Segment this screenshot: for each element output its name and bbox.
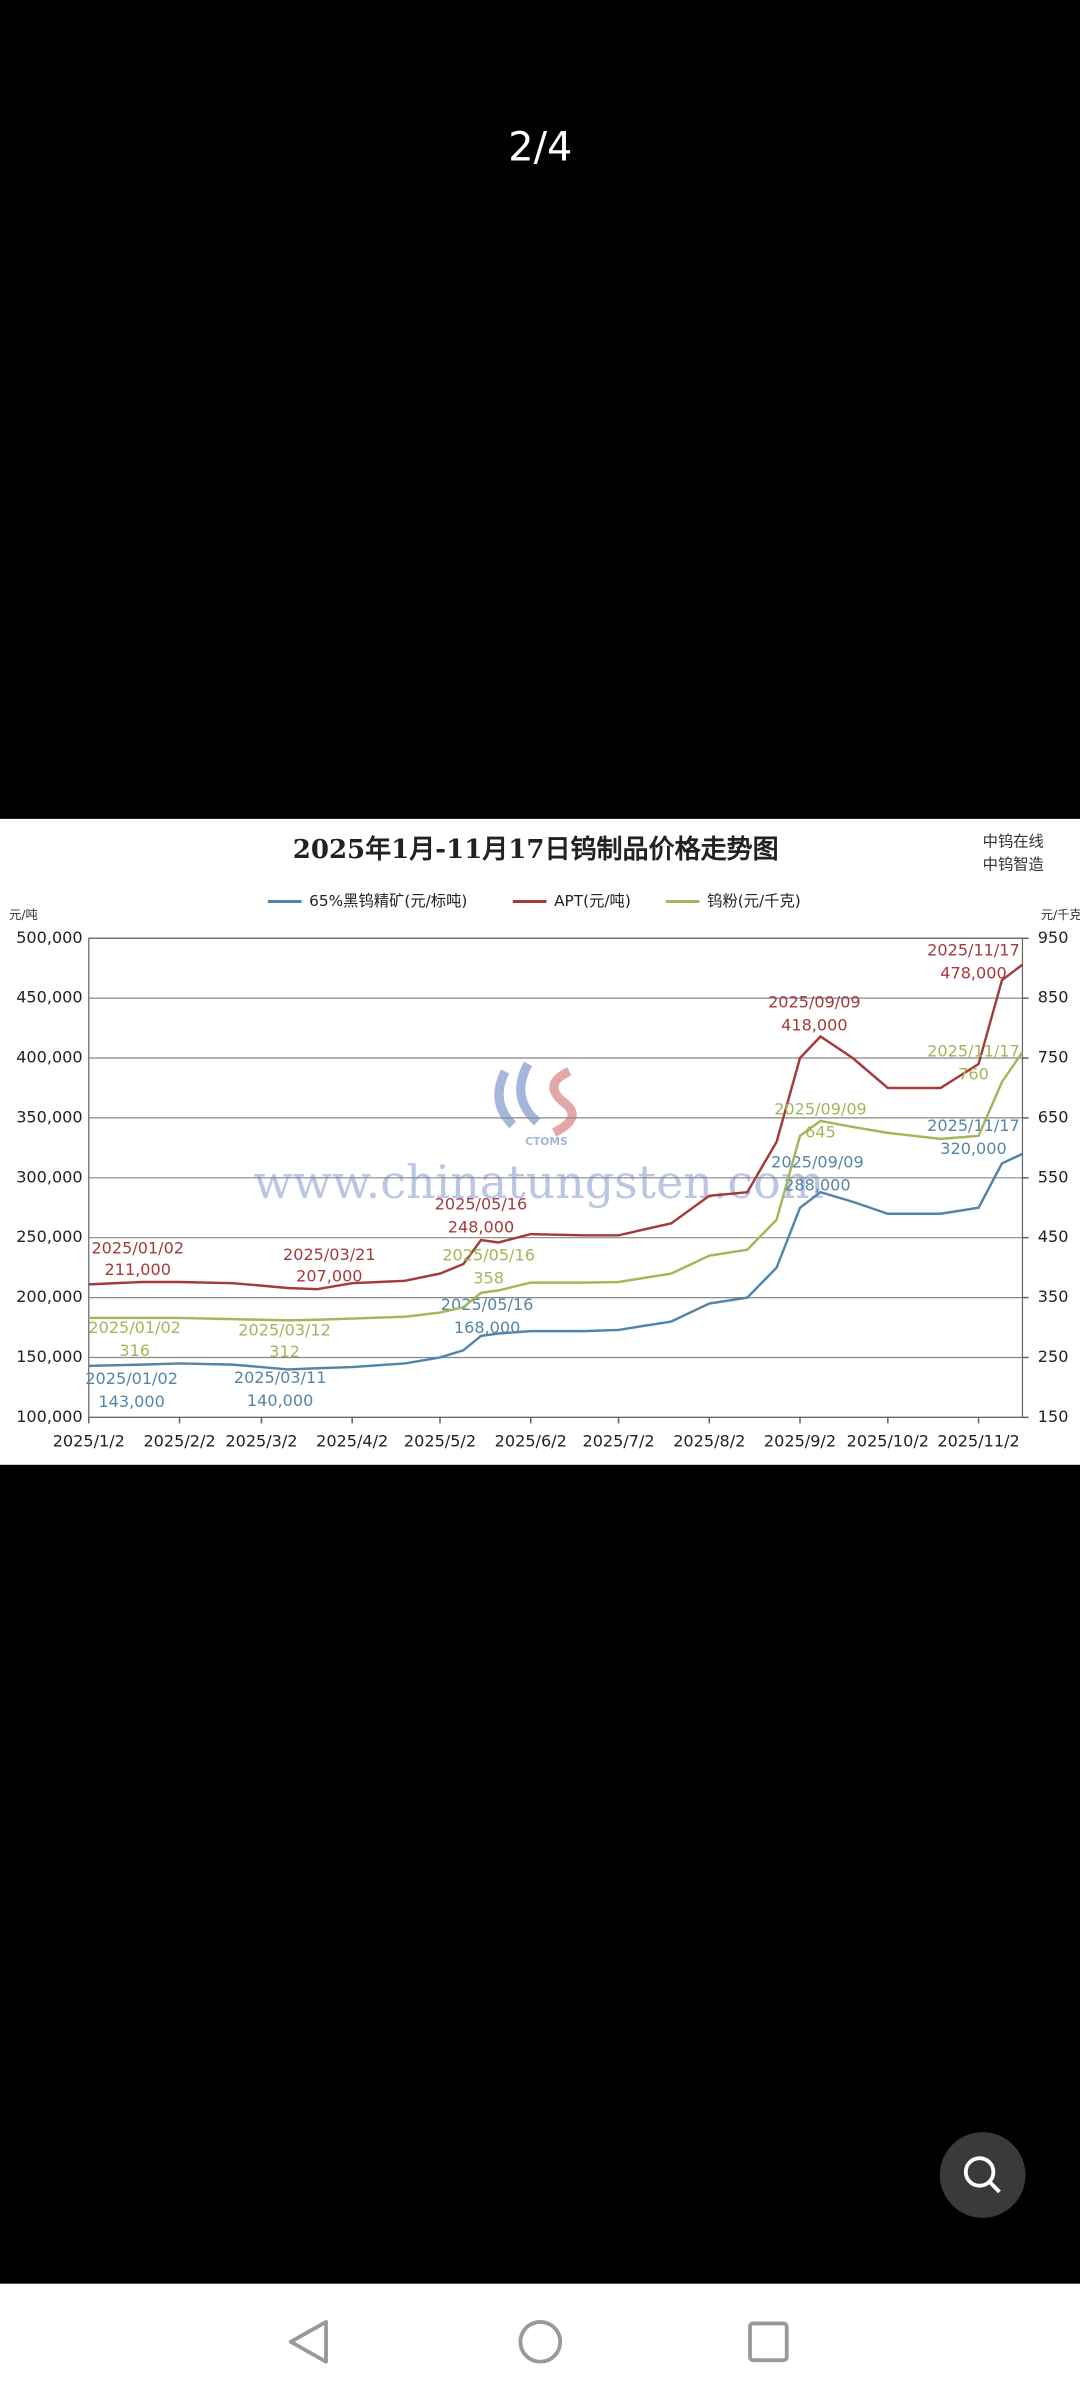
- x-tick-label: 2025/7/2: [582, 1431, 654, 1450]
- x-tick-label: 2025/2/2: [143, 1431, 215, 1450]
- legend-label: 65%黑钨精矿(元/标吨): [309, 892, 467, 910]
- annotation-date: 2025/01/02: [88, 1318, 181, 1337]
- x-tick-label: 2025/11/2: [937, 1431, 1019, 1450]
- annotation-value: 312: [269, 1342, 300, 1361]
- annotation-value: 168,000: [454, 1318, 520, 1337]
- y2-tick-label: 550: [1038, 1167, 1069, 1186]
- y-tick-label: 150,000: [16, 1347, 82, 1366]
- annotation-date: 2025/05/16: [442, 1246, 535, 1265]
- search-icon: [988, 2181, 1001, 2194]
- annotation-value: 143,000: [98, 1392, 164, 1411]
- brand: 中钨智造: [983, 855, 1044, 873]
- logo-shape: [494, 1061, 541, 1129]
- x-tick-label: 2025/10/2: [847, 1431, 929, 1450]
- x-tick-label: 2025/4/2: [316, 1431, 388, 1450]
- legend-label: 钨粉(元/千克): [707, 892, 801, 910]
- y-tick-label: 350,000: [16, 1107, 82, 1126]
- brand: 中钨在线: [983, 832, 1044, 850]
- x-tick-label: 2025/5/2: [404, 1431, 476, 1450]
- annotation-value: 418,000: [781, 1015, 847, 1034]
- plot-frame: [88, 937, 1024, 1418]
- annotation-value: 358: [473, 1269, 504, 1288]
- annotation-date: 2025/05/16: [435, 1194, 528, 1213]
- annotation-value: 207,000: [296, 1266, 362, 1285]
- y-tick-label: 200,000: [16, 1287, 82, 1306]
- y2-axis-title: 元/千克: [1041, 908, 1080, 922]
- annotation-date: 2025/03/21: [283, 1245, 376, 1264]
- x-tick-label: 2025/6/2: [495, 1431, 567, 1450]
- legend-label: APT(元/吨): [554, 892, 631, 910]
- annotation-value: 288,000: [784, 1176, 850, 1195]
- x-tick-label: 2025/1/2: [53, 1431, 125, 1450]
- series-line: [88, 963, 1024, 1291]
- annotation-date: 2025/09/09: [768, 992, 861, 1011]
- page-counter: 2/4: [508, 125, 572, 171]
- back-button[interactable]: [288, 2320, 328, 2364]
- watermark-logo: CTOMS: [494, 1061, 577, 1148]
- annotation-value: 248,000: [448, 1217, 514, 1236]
- annotation-date: 2025/01/02: [91, 1239, 184, 1258]
- y2-tick-label: 750: [1038, 1048, 1069, 1067]
- y-tick-label: 300,000: [16, 1167, 82, 1186]
- y-tick-label: 100,000: [16, 1407, 82, 1426]
- x-tick-label: 2025/3/2: [225, 1431, 297, 1450]
- annotation-date: 2025/11/17: [927, 1042, 1020, 1061]
- annotation-value: 320,000: [940, 1139, 1006, 1158]
- y-tick-label: 500,000: [16, 928, 82, 947]
- y2-tick-label: 850: [1038, 988, 1069, 1007]
- nav-bar: [0, 2283, 1080, 2400]
- search-button[interactable]: [939, 2132, 1026, 2218]
- series-line: [88, 1152, 1023, 1371]
- y2-tick-label: 150: [1038, 1407, 1069, 1426]
- annotation-date: 2025/01/02: [85, 1369, 178, 1388]
- y-tick-label: 250,000: [16, 1227, 82, 1246]
- home-button[interactable]: [518, 2320, 563, 2364]
- annotation-value: 478,000: [940, 963, 1006, 982]
- y2-tick-label: 950: [1038, 928, 1069, 947]
- y-tick-label: 450,000: [16, 988, 82, 1007]
- annotation-date: 2025/09/09: [771, 1153, 864, 1172]
- x-tick-label: 2025/8/2: [673, 1431, 745, 1450]
- y-tick-label: 400,000: [16, 1048, 82, 1067]
- y-axis-title: 元/吨: [9, 908, 38, 922]
- annotation-value: 316: [119, 1341, 150, 1360]
- annotation-date: 2025/03/12: [238, 1321, 331, 1340]
- series-line: [88, 1051, 1024, 1322]
- y2-tick-label: 650: [1038, 1107, 1069, 1126]
- annotation-date: 2025/09/09: [774, 1100, 867, 1119]
- annotation-date: 2025/03/11: [234, 1368, 327, 1387]
- chart-title: 2025年1月-11月17日钨制品价格走势图: [293, 834, 779, 865]
- annotation-date: 2025/05/16: [441, 1295, 534, 1314]
- y2-tick-label: 250: [1038, 1347, 1069, 1366]
- y2-tick-label: 450: [1038, 1227, 1069, 1246]
- annotation-value: 211,000: [105, 1260, 171, 1279]
- annotation-value: 645: [805, 1123, 836, 1142]
- y2-tick-label: 350: [1038, 1287, 1069, 1306]
- watermark-logo-text: CTOMS: [525, 1135, 568, 1148]
- annotation-value: 760: [958, 1065, 989, 1084]
- search-icon: [963, 2156, 996, 2188]
- annotation-date: 2025/11/17: [927, 940, 1020, 959]
- logo-shape: [549, 1067, 577, 1137]
- x-tick-label: 2025/9/2: [764, 1431, 836, 1450]
- annotation-date: 2025/11/17: [927, 1116, 1020, 1135]
- annotation-value: 140,000: [247, 1391, 313, 1410]
- recents-button[interactable]: [748, 2321, 789, 2363]
- watermark: www.chinatungsten.com: [253, 1155, 824, 1209]
